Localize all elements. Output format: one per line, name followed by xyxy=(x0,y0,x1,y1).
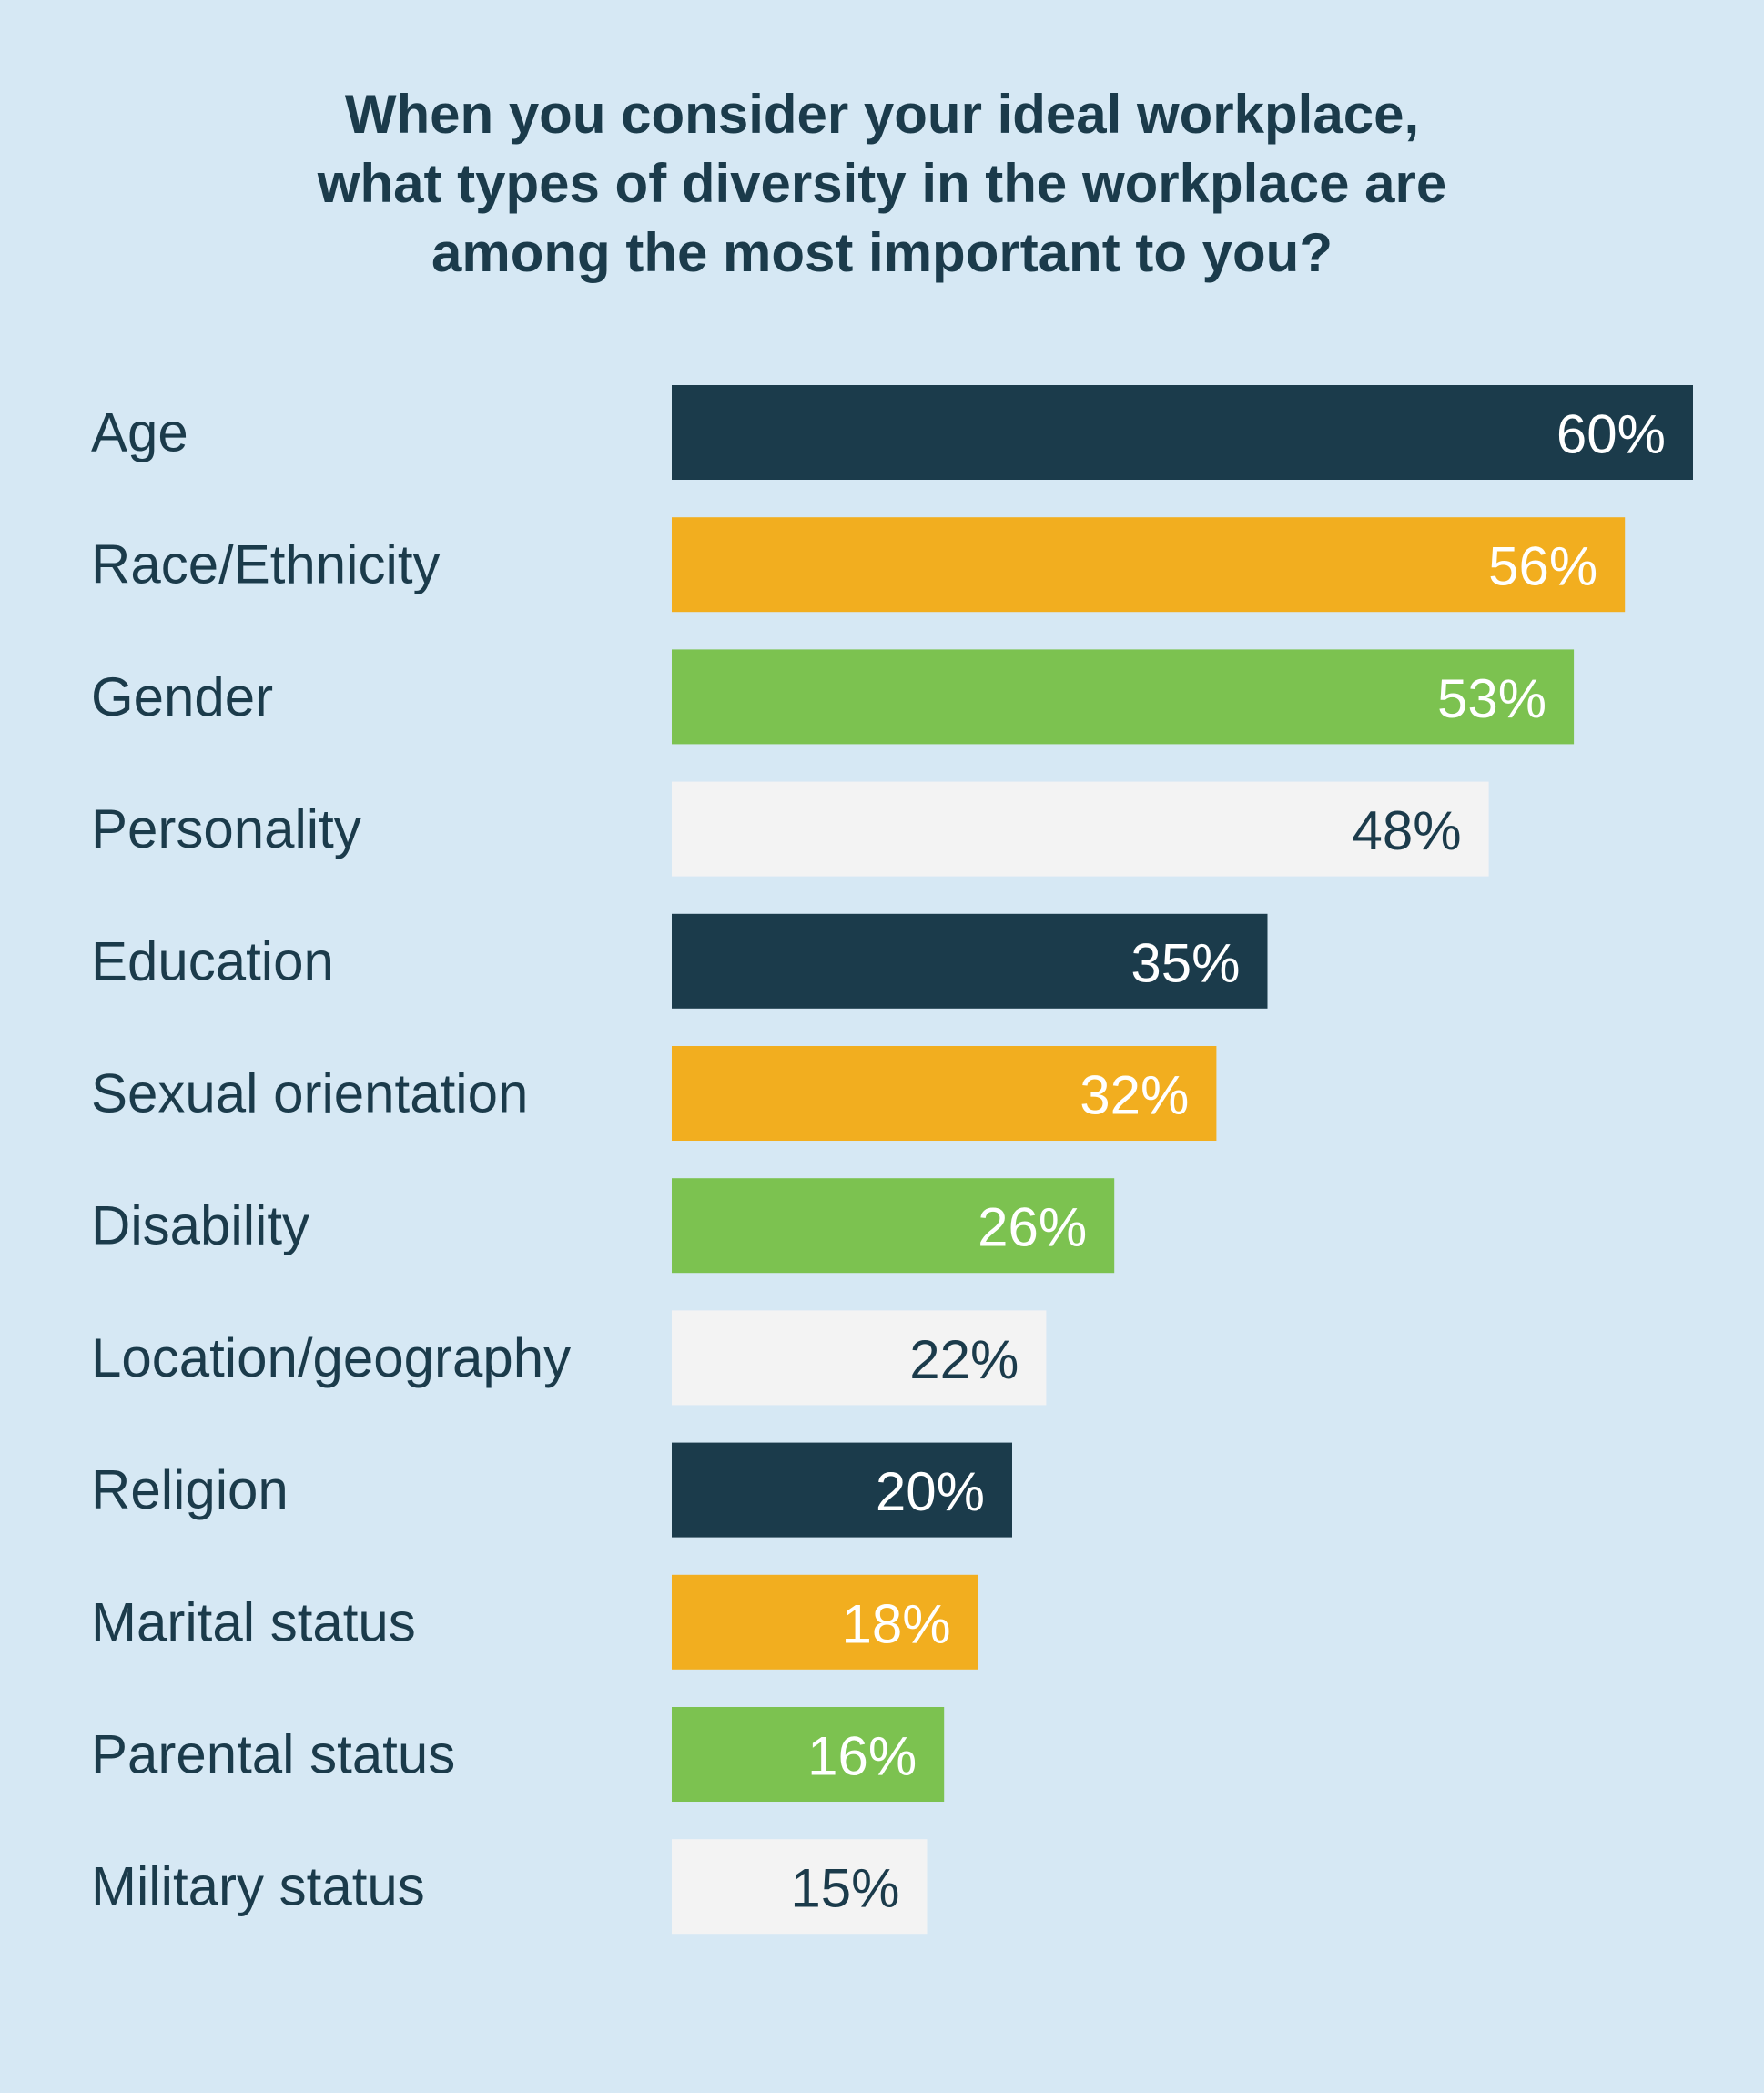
value-label: 20% xyxy=(876,1461,985,1522)
bar xyxy=(672,1839,928,1935)
category-label: Marital status xyxy=(91,1591,416,1652)
bar xyxy=(672,1046,1217,1141)
bar-group-1: Race/Ethnicity 56% xyxy=(91,517,1626,613)
bar-group-4: Education 35% xyxy=(91,913,1268,1009)
value-label: 15% xyxy=(790,1858,899,1919)
bar-group-0: Age 60% xyxy=(91,385,1693,480)
bar-group-10: Parental status 16% xyxy=(91,1707,945,1802)
value-label: 22% xyxy=(909,1329,1019,1390)
value-label: 56% xyxy=(1488,536,1597,597)
value-label: 53% xyxy=(1437,668,1546,729)
value-label: 18% xyxy=(842,1593,951,1654)
bar-group-6: Disability 26% xyxy=(91,1178,1115,1274)
bar-group-11: Military status 15% xyxy=(91,1839,928,1935)
category-label: Race/Ethnicity xyxy=(91,534,441,595)
category-label: Disability xyxy=(91,1195,309,1256)
chart-title-line-2: what types of diversity in the workplace… xyxy=(317,153,1447,214)
value-label: 16% xyxy=(807,1726,917,1787)
bar xyxy=(672,781,1489,877)
bar xyxy=(672,913,1268,1009)
chart-title-line-1: When you consider your ideal workplace, xyxy=(344,84,1420,145)
category-label: Military status xyxy=(91,1856,425,1917)
category-label: Age xyxy=(91,402,188,463)
bar xyxy=(672,385,1693,480)
bar-group-8: Religion 20% xyxy=(91,1442,1012,1538)
bar xyxy=(672,1310,1047,1406)
value-label: 26% xyxy=(978,1197,1087,1258)
value-label: 35% xyxy=(1130,932,1240,993)
chart-title-line-3: among the most important to you? xyxy=(431,222,1333,283)
value-label: 48% xyxy=(1353,800,1462,861)
bar xyxy=(672,1178,1115,1274)
bar-group-5: Sexual orientation 32% xyxy=(91,1046,1217,1141)
category-label: Personality xyxy=(91,798,361,859)
bar xyxy=(672,649,1575,745)
bar-group-3: Personality 48% xyxy=(91,781,1489,877)
category-label: Religion xyxy=(91,1459,289,1520)
value-label: 32% xyxy=(1080,1065,1189,1126)
bar xyxy=(672,1707,945,1802)
bar-group-7: Location/geography 22% xyxy=(91,1310,1047,1406)
bar xyxy=(672,517,1626,613)
chart-title: When you consider your ideal workplace, … xyxy=(154,80,1610,288)
value-label: 60% xyxy=(1556,404,1666,465)
bar xyxy=(672,1574,978,1670)
category-label: Sexual orientation xyxy=(91,1063,528,1124)
category-label: Gender xyxy=(91,666,273,727)
bar-group-2: Gender 53% xyxy=(91,649,1575,745)
bar xyxy=(672,1442,1012,1538)
category-label: Location/geography xyxy=(91,1327,571,1388)
bar-group-9: Marital status 18% xyxy=(91,1574,978,1670)
category-label: Education xyxy=(91,930,334,991)
category-label: Parental status xyxy=(91,1724,455,1785)
